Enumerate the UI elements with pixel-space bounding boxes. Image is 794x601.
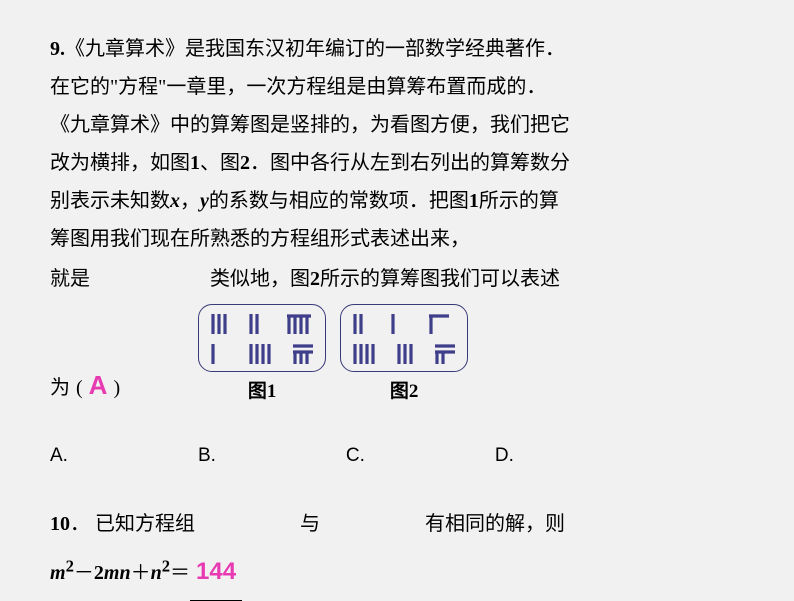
- q9-para2: 《九章算术》中的算筹图是竖排的，为看图方便，我们把它 改为横排，如图1、图2．图…: [50, 106, 744, 258]
- rod-row: [209, 341, 315, 367]
- rod-numeral: [291, 342, 315, 366]
- q9-x: x: [170, 190, 180, 212]
- rod-numeral: [209, 342, 233, 366]
- q10-plus: ＋: [131, 562, 151, 584]
- q10-eq: ＝: [170, 562, 190, 584]
- q9-comma: 、图: [200, 152, 240, 174]
- q9-line2: 就是 类似地，图2所示的算筹图我们可以表述: [50, 260, 744, 298]
- q9-lb: 类似地，图: [210, 268, 310, 290]
- q9-p2c: ．图中各行从左到右列出的算筹数分: [250, 152, 570, 174]
- q9-para1: 9.《九章算术》是我国东汉初年编订的一部数学经典著作． 在它的"方程"一章里，一…: [50, 30, 744, 106]
- q10-tb: 与: [300, 513, 320, 535]
- q10-2: 2: [94, 562, 104, 584]
- question-10: 10． 已知方程组 与 有相同的解，则 m2－2mn＋n2＝144: [50, 502, 744, 601]
- option-a: A.: [50, 438, 68, 474]
- q9-p2d: 别表示未知数: [50, 190, 170, 212]
- q9-p2f: 所示的算: [479, 190, 559, 212]
- q10-n: n: [151, 562, 162, 584]
- option-b: B.: [198, 438, 216, 474]
- option-c: C.: [346, 438, 365, 474]
- q10-dot: ．: [70, 513, 90, 535]
- rod-row: [351, 341, 457, 367]
- q9-lc: 所示的算筹图我们可以表述: [320, 268, 560, 290]
- figure-1-caption: 图1: [248, 374, 277, 410]
- answer-segment: 为( A ): [50, 361, 120, 410]
- q10-s1: 2: [66, 557, 74, 576]
- rod-row: [351, 311, 457, 337]
- question-9: 9.《九章算术》是我国东汉初年编订的一部数学经典著作． 在它的"方程"一章里，一…: [50, 30, 744, 474]
- q9-la: 就是: [50, 268, 90, 290]
- q9-p2e: 的系数与相应的常数项．把图: [209, 190, 469, 212]
- q9-p2b: 改为横排，如图: [50, 152, 190, 174]
- rod-row: [209, 311, 315, 337]
- q9-c2: ，: [180, 190, 200, 212]
- rod-numeral: [351, 342, 381, 366]
- rod-numeral: [285, 312, 315, 336]
- paren-open: (: [76, 369, 83, 407]
- q10-answer: 144: [196, 558, 236, 585]
- q9-wei: 为: [50, 369, 70, 407]
- q9-n1b: 1: [469, 190, 479, 212]
- q9-n1: 1: [190, 152, 200, 174]
- rod-numeral: [209, 312, 233, 336]
- figures-row: 为( A ) 图1 图2: [50, 304, 744, 410]
- rod-numeral: [247, 312, 271, 336]
- option-d: D.: [495, 438, 514, 474]
- q10-number: 10: [50, 513, 70, 535]
- rod-numeral: [351, 312, 375, 336]
- options-row: A. B. C. D.: [50, 438, 744, 474]
- q9-number: 9.: [50, 38, 65, 60]
- q9-answer: A: [89, 361, 108, 410]
- rod-numeral: [247, 342, 277, 366]
- figure-2: 图2: [340, 304, 468, 410]
- q9-p2a: 《九章算术》中的算筹图是竖排的，为看图方便，我们把它: [50, 114, 570, 136]
- q9-p1a: 《九章算术》是我国东汉初年编订的一部数学经典著作．: [65, 38, 565, 60]
- q9-p1b: 在它的"方程"一章里，一次方程组是由算筹布置而成的．: [50, 76, 546, 98]
- rod-numeral: [433, 342, 457, 366]
- figure-2-box: [340, 304, 468, 372]
- q9-n2b: 2: [310, 268, 320, 290]
- figure-2-caption: 图2: [390, 374, 419, 410]
- q10-m: m: [50, 562, 66, 584]
- q9-y: y: [200, 190, 209, 212]
- figure-1-box: [198, 304, 326, 372]
- q10-s2: 2: [162, 557, 170, 576]
- rod-numeral: [389, 312, 413, 336]
- q10-mn: mn: [104, 562, 131, 584]
- rod-numeral: [427, 312, 451, 336]
- paren-close: ): [113, 369, 120, 407]
- figure-1: 图1: [198, 304, 326, 410]
- rod-numeral: [395, 342, 419, 366]
- q10-ta: 已知方程组: [95, 513, 195, 535]
- q9-p2g: 筹图用我们现在所熟悉的方程组形式表述出来，: [50, 228, 470, 250]
- q10-b: －: [74, 562, 94, 584]
- q9-n2: 2: [240, 152, 250, 174]
- q10-tc: 有相同的解，则: [425, 513, 565, 535]
- fill-blank: 144: [190, 546, 242, 601]
